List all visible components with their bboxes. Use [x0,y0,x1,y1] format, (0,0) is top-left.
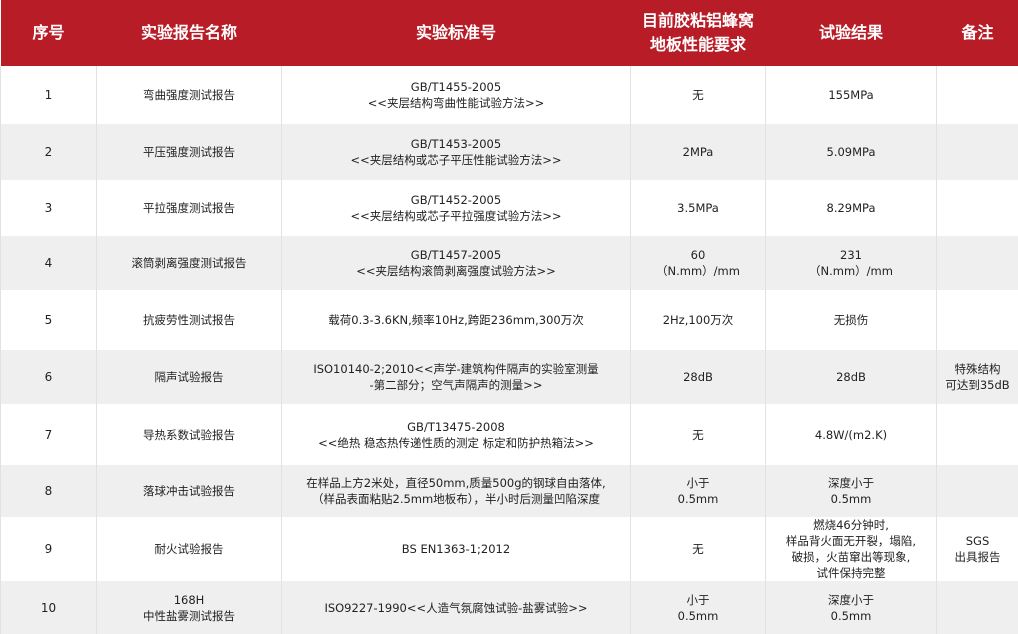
cell-name: 平拉强度测试报告 [97,180,282,236]
cell-standard: ISO10140-2;2010<<声学-建筑构件隔声的实验室测量 -第二部分；空… [282,350,631,404]
column-header: 试验结果 [766,0,937,66]
cell-result: 4.8W/(m2.K) [766,404,937,465]
cell-requirement: 2MPa [631,124,766,180]
cell-name: 168H 中性盐雾测试报告 [97,581,282,634]
cell-standard: GB/T1453-2005 <<夹层结构或芯子平压性能试验方法>> [282,124,631,180]
cell-no: 5 [1,290,97,350]
cell-result: 燃烧46分钟时, 样品背火面无开裂，塌陷, 破损，火苗窜出等现象, 试件保持完整 [766,517,937,581]
cell-note [937,236,1018,290]
column-header: 实验标准号 [282,0,631,66]
column-header: 序号 [1,0,97,66]
column-header: 备注 [937,0,1018,66]
cell-name: 落球冲击试验报告 [97,465,282,517]
cell-standard: GB/T1457-2005 <<夹层结构滚筒剥离强度试验方法>> [282,236,631,290]
cell-result: 155MPa [766,66,937,124]
cell-note [937,465,1018,517]
cell-name: 导热系数试验报告 [97,404,282,465]
cell-note [937,180,1018,236]
cell-note: 特殊结构 可达到35dB [937,350,1018,404]
cell-note [937,290,1018,350]
cell-result: 5.09MPa [766,124,937,180]
cell-requirement: 2Hz,100万次 [631,290,766,350]
cell-requirement: 无 [631,517,766,581]
cell-standard: GB/T13475-2008 <<绝热 稳态热传递性质的测定 标定和防护热箱法>… [282,404,631,465]
cell-result: 深度小于 0.5mm [766,465,937,517]
cell-note [937,66,1018,124]
cell-requirement: 3.5MPa [631,180,766,236]
cell-result: 28dB [766,350,937,404]
cell-name: 弯曲强度测试报告 [97,66,282,124]
cell-no: 10 [1,581,97,634]
cell-note: SGS 出具报告 [937,517,1018,581]
cell-no: 4 [1,236,97,290]
column-header: 实验报告名称 [97,0,282,66]
cell-name: 抗疲劳性测试报告 [97,290,282,350]
cell-requirement: 无 [631,66,766,124]
column-header: 目前胶粘铝蜂窝 地板性能要求 [631,0,766,66]
cell-no: 2 [1,124,97,180]
cell-name: 滚筒剥离强度测试报告 [97,236,282,290]
cell-requirement: 小于 0.5mm [631,581,766,634]
cell-no: 3 [1,180,97,236]
cell-no: 6 [1,350,97,404]
cell-no: 7 [1,404,97,465]
cell-requirement: 60 （N.mm）/mm [631,236,766,290]
table-header: 序号实验报告名称实验标准号目前胶粘铝蜂窝 地板性能要求试验结果备注 [1,0,1018,66]
cell-no: 9 [1,517,97,581]
cell-requirement: 小于 0.5mm [631,465,766,517]
cell-standard: GB/T1452-2005 <<夹层结构或芯子平拉强度试验方法>> [282,180,631,236]
cell-standard: BS EN1363-1;2012 [282,517,631,581]
cell-standard: 在样品上方2米处，直径50mm,质量500g的钢球自由落体, （样品表面粘贴2.… [282,465,631,517]
cell-standard: 载荷0.3-3.6KN,频率10Hz,跨距236mm,300万次 [282,290,631,350]
cell-result: 8.29MPa [766,180,937,236]
cell-no: 1 [1,66,97,124]
cell-requirement: 28dB [631,350,766,404]
cell-no: 8 [1,465,97,517]
cell-result: 深度小于 0.5mm [766,581,937,634]
cell-result: 无损伤 [766,290,937,350]
cell-note [937,581,1018,634]
cell-name: 耐火试验报告 [97,517,282,581]
cell-name: 隔声试验报告 [97,350,282,404]
cell-standard: ISO9227-1990<<人造气氛腐蚀试验-盐雾试验>> [282,581,631,634]
cell-name: 平压强度测试报告 [97,124,282,180]
cell-note [937,124,1018,180]
cell-note [937,404,1018,465]
cell-result: 231 （N.mm）/mm [766,236,937,290]
cell-requirement: 无 [631,404,766,465]
cell-standard: GB/T1455-2005 <<夹层结构弯曲性能试验方法>> [282,66,631,124]
